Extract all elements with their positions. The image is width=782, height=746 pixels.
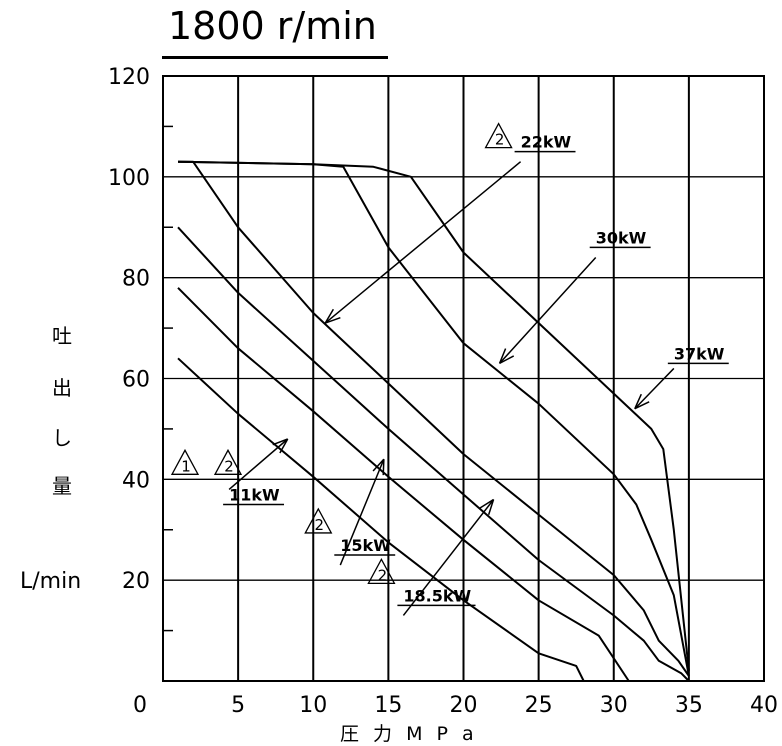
callout-arrowhead: [634, 401, 650, 410]
series-line: [177, 287, 630, 682]
callout-arrowhead: [324, 308, 335, 324]
revision-triangle: [304, 507, 333, 534]
revision-number: 2: [224, 457, 234, 475]
y-tick-label: 100: [108, 166, 150, 191]
series-line: [177, 160, 690, 672]
revision-number: 2: [315, 516, 325, 534]
callout-arrowhead: [479, 498, 494, 509]
y-tick-label: 40: [122, 468, 150, 493]
x-tick-label: 20: [450, 693, 478, 718]
revision-triangle: [367, 558, 396, 585]
callout-arrowhead: [499, 355, 515, 365]
revision-triangle: [484, 122, 513, 149]
revision-triangle: [170, 448, 200, 475]
y-tick-label: 80: [122, 267, 150, 292]
x-tick-label: 35: [675, 693, 703, 718]
title-underline: [162, 56, 388, 59]
ylabel-char-1: 吐: [52, 324, 72, 348]
revision-number: 2: [495, 131, 505, 149]
series-callout-label: 11kW: [229, 486, 280, 505]
callout-arrowhead: [498, 348, 507, 364]
series-callout-label: 30kW: [596, 228, 647, 247]
x-tick-label: 15: [374, 693, 402, 718]
callout-leader: [402, 499, 495, 616]
callout-arrowhead: [634, 393, 642, 410]
callout-arrowhead: [487, 499, 495, 515]
revision-triangle: [213, 448, 243, 475]
revision-number: 2: [378, 566, 388, 584]
plot-frame: [162, 75, 765, 682]
callout-leader: [499, 256, 597, 364]
x-tick-label: 30: [600, 693, 628, 718]
callout-leader: [339, 458, 385, 566]
callout-leader: [634, 367, 675, 410]
callout-leader: [228, 438, 289, 490]
ylabel-char-3: し: [52, 426, 72, 450]
callout-leader: [324, 161, 522, 324]
ylabel-char-4: 量: [52, 474, 72, 498]
series-callout-label: 22kW: [521, 133, 572, 152]
series-line: [177, 226, 690, 682]
y-tick-label: 60: [122, 368, 150, 393]
series-line: [177, 357, 585, 682]
callout-arrowhead: [382, 459, 385, 476]
x-tick-label: 0: [133, 693, 147, 718]
callout-arrowhead: [372, 458, 385, 472]
series-callout-label: 15kW: [340, 536, 391, 555]
x-tick-label: 5: [231, 693, 245, 718]
chart-title: 1800 r/min: [168, 4, 377, 48]
x-tick-label: 40: [750, 693, 778, 718]
y-tick-label: 120: [108, 65, 150, 90]
series-callout-label: 37kW: [674, 344, 725, 363]
callout-arrowhead: [279, 438, 289, 454]
series-callout-label: 18.5kW: [403, 586, 471, 605]
x-tick-label: 10: [299, 693, 327, 718]
callout-arrowhead: [272, 438, 288, 446]
callout-arrowhead: [325, 316, 341, 324]
revision-number: 1: [181, 457, 191, 475]
x-tick-label: 25: [525, 693, 553, 718]
y-unit-label: L/min: [20, 569, 81, 594]
ylabel-char-2: 出: [52, 376, 72, 400]
x-axis-label: 圧 力 M P a: [340, 723, 478, 745]
series-line: [178, 160, 690, 677]
y-tick-label: 20: [122, 569, 150, 594]
